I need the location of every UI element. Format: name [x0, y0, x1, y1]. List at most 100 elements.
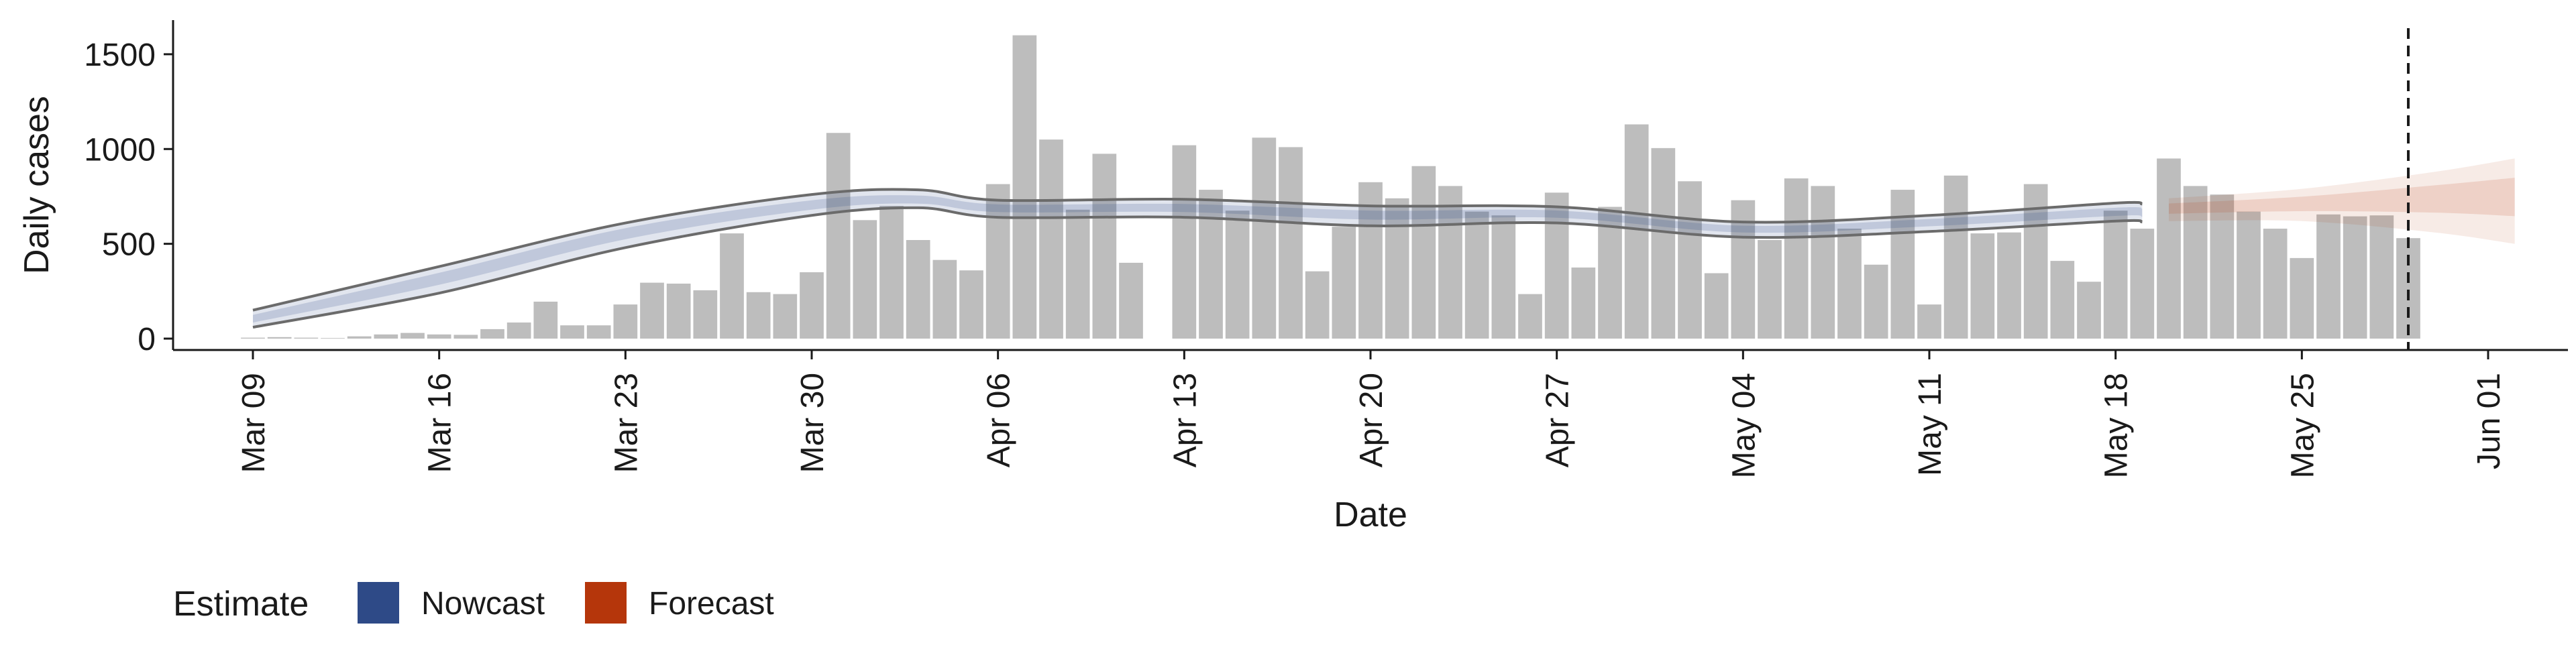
case-bar — [267, 337, 292, 339]
case-bar — [1411, 166, 1436, 339]
case-bar — [853, 220, 877, 339]
case-bar — [1864, 264, 1888, 339]
case-bar — [533, 301, 558, 339]
case-bar — [2210, 194, 2235, 339]
case-bar — [1012, 35, 1037, 339]
estimate-bands — [252, 158, 2515, 329]
case-bar — [1438, 186, 1462, 339]
case-bar — [1678, 181, 1702, 339]
nowcast-band-outer — [253, 189, 2143, 328]
case-bar — [1758, 240, 1782, 339]
case-bar — [1252, 137, 1277, 339]
x-tick-label: Jun 01 — [2471, 373, 2507, 469]
case-bar — [586, 325, 611, 339]
case-bar — [2316, 214, 2341, 339]
case-bar — [1544, 192, 1569, 339]
x-tick-label: Apr 06 — [981, 373, 1017, 467]
forecast-band-outer — [2169, 158, 2515, 244]
case-bar — [374, 334, 398, 339]
case-bar — [2157, 158, 2181, 339]
x-tick-label: Apr 13 — [1167, 373, 1203, 467]
bar-series — [241, 35, 2420, 339]
case-bar — [506, 322, 531, 339]
x-axis-label: Date — [1334, 495, 1407, 534]
legend-label-nowcast: Nowcast — [421, 586, 545, 622]
nowcast-upper-line — [252, 188, 2143, 312]
case-bar — [1917, 304, 1941, 339]
case-bar — [613, 304, 638, 339]
y-axis-label: Daily cases — [17, 96, 56, 274]
case-bar — [241, 337, 265, 339]
case-bar — [560, 325, 584, 339]
legend-swatch-nowcast — [358, 582, 399, 624]
case-bar — [985, 184, 1010, 339]
case-bar — [666, 284, 691, 339]
case-bar — [826, 133, 851, 339]
case-bar — [640, 282, 664, 339]
case-bar — [453, 335, 478, 339]
case-bar — [1837, 229, 1862, 339]
x-tick-label: Apr 27 — [1540, 373, 1576, 467]
forecast-band-inner — [2169, 178, 2515, 217]
case-bar — [2050, 261, 2075, 339]
case-bar — [2237, 211, 2261, 339]
case-bar — [1358, 182, 1383, 339]
case-bar — [746, 292, 771, 339]
legend-title: Estimate — [173, 585, 309, 624]
legend: Estimate Nowcast Forecast — [173, 582, 774, 624]
case-bar — [1571, 268, 1596, 339]
case-bar — [1225, 211, 1250, 339]
case-bar — [2290, 257, 2314, 339]
case-bar — [1305, 271, 1330, 339]
case-bar — [1039, 139, 1063, 339]
case-bar — [2396, 238, 2420, 339]
case-bar — [1811, 186, 1835, 339]
case-bar — [2077, 282, 2101, 339]
case-bar — [1172, 145, 1197, 339]
x-tick-label: Apr 20 — [1354, 373, 1389, 467]
case-bar — [932, 259, 957, 339]
x-tick-label: May 11 — [1913, 373, 1948, 476]
x-tick-label: Mar 16 — [423, 373, 458, 473]
case-bar — [720, 233, 744, 339]
case-bar — [2263, 229, 2288, 339]
x-tick-label: May 04 — [1726, 373, 1762, 478]
y-ticks: 0 500 1000 1500 — [84, 38, 173, 357]
y-tick-label: 1000 — [84, 132, 156, 168]
case-bar — [906, 240, 930, 339]
case-bar — [773, 294, 798, 339]
case-bar — [1065, 209, 1090, 339]
case-bar — [2130, 229, 2155, 339]
case-bar — [1890, 190, 1915, 339]
x-tick-label: May 25 — [2285, 373, 2320, 478]
case-bar — [2183, 186, 2208, 339]
case-bar — [1970, 233, 1995, 339]
y-tick-label: 500 — [102, 227, 156, 263]
case-bar — [1385, 198, 1409, 339]
case-bar — [1119, 262, 1143, 339]
case-bar — [1092, 154, 1117, 339]
case-bar — [427, 334, 451, 339]
case-bar — [480, 329, 504, 339]
x-tick-label: Mar 09 — [236, 373, 272, 473]
case-bar — [347, 336, 372, 339]
case-bar — [2103, 211, 2128, 339]
case-bar — [1598, 207, 1622, 339]
case-bar — [2369, 215, 2394, 339]
case-bar — [879, 206, 904, 339]
legend-swatch-forecast — [585, 582, 627, 624]
nowcast-lower-line — [252, 206, 2143, 329]
x-tick-label: May 18 — [2099, 373, 2135, 478]
nowcast-band-inner — [253, 195, 2143, 323]
case-bar — [1651, 148, 1676, 339]
x-tick-label: Mar 23 — [608, 373, 644, 473]
case-bar — [1997, 232, 2021, 339]
case-bar — [400, 333, 425, 339]
y-tick-label: 0 — [138, 322, 156, 357]
case-bar — [1518, 294, 1542, 339]
case-bar — [1332, 227, 1356, 339]
case-bar — [1624, 124, 1649, 339]
case-bar — [1279, 147, 1303, 339]
